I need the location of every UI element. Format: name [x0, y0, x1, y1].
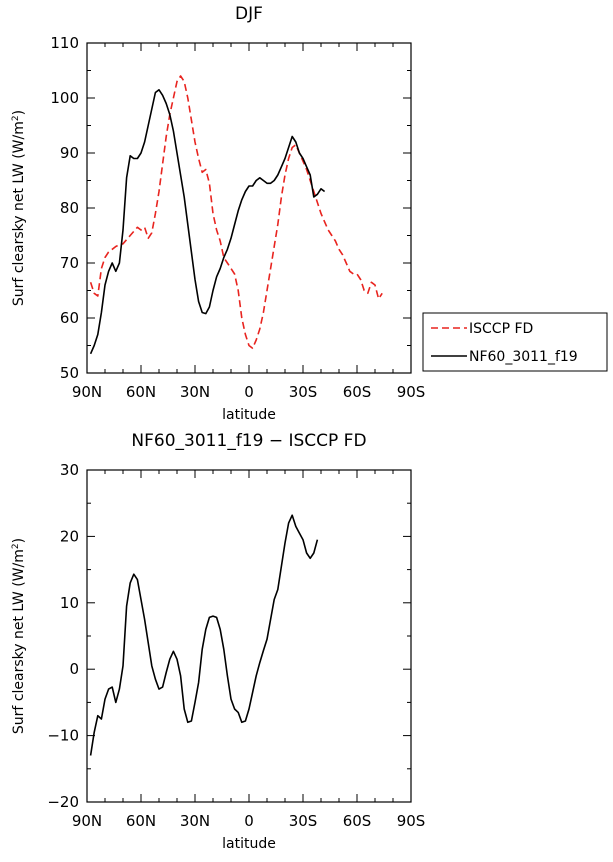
series-line-1 [89, 514, 319, 756]
y-tick-label: 10 [60, 594, 79, 612]
chart-title: DJF [235, 4, 263, 24]
x-tick-label: 0 [244, 383, 254, 401]
x-tick-label: 30N [180, 383, 210, 401]
chart-djf: 90N 60N 30N 0 30S 60S 90S 50 60 70 80 90 100 110 DJF la… [11, 4, 425, 423]
x-tick-label: 0 [244, 812, 254, 830]
series-line-1 [89, 75, 383, 350]
x-axis-label: latitude [222, 407, 276, 423]
y-tick-label: −20 [47, 793, 79, 811]
y-tick-label: 0 [69, 660, 79, 678]
x-tick-label: 60S [343, 812, 372, 830]
x-tick-label: 90N [72, 812, 102, 830]
y-axis-label: Surf clearsky net LW (W/m2) [11, 538, 27, 734]
x-tick-label: 90N [72, 383, 102, 401]
y-tick-label: 20 [60, 527, 79, 545]
y-tick-label: 110 [50, 34, 79, 52]
chart-difference: 90N 60N 30N 0 30S 60S 90S −20 −10 0 10 20 30 NF60_301… [11, 431, 425, 852]
y-tick-label: 90 [60, 144, 79, 162]
x-tick-label: 30N [180, 812, 210, 830]
legend-label: ISCCP FD [469, 321, 533, 337]
y-tick-label: 100 [50, 89, 79, 107]
y-tick-label: 30 [60, 461, 79, 479]
x-tick-label: 30S [289, 383, 318, 401]
y-tick-label: 60 [60, 309, 79, 327]
legend-box [422, 312, 608, 372]
plot-frame [86, 469, 412, 803]
legend: ISCCP FD NF60_3011_f19 [422, 312, 608, 372]
y-axis-label: Surf clearsky net LW (W/m2) [11, 110, 27, 306]
x-axis-label: latitude [222, 836, 276, 852]
y-tick-label: 70 [60, 254, 79, 272]
x-tick-label: 60N [126, 383, 156, 401]
x-tick-label: 60N [126, 812, 156, 830]
x-tick-label: 90S [397, 812, 426, 830]
x-tick-label: 30S [289, 812, 318, 830]
y-tick-label: 80 [60, 199, 79, 217]
x-tick-label: 90S [397, 383, 426, 401]
chart-title: NF60_3011_f19 − ISCCP FD [131, 431, 366, 451]
y-tick-label: −10 [47, 727, 79, 745]
y-tick-label: 50 [60, 364, 79, 382]
x-tick-label: 60S [343, 383, 372, 401]
plot-frame [86, 42, 412, 374]
legend-label: NF60_3011_f19 [469, 349, 578, 365]
series-line-2 [89, 89, 326, 355]
